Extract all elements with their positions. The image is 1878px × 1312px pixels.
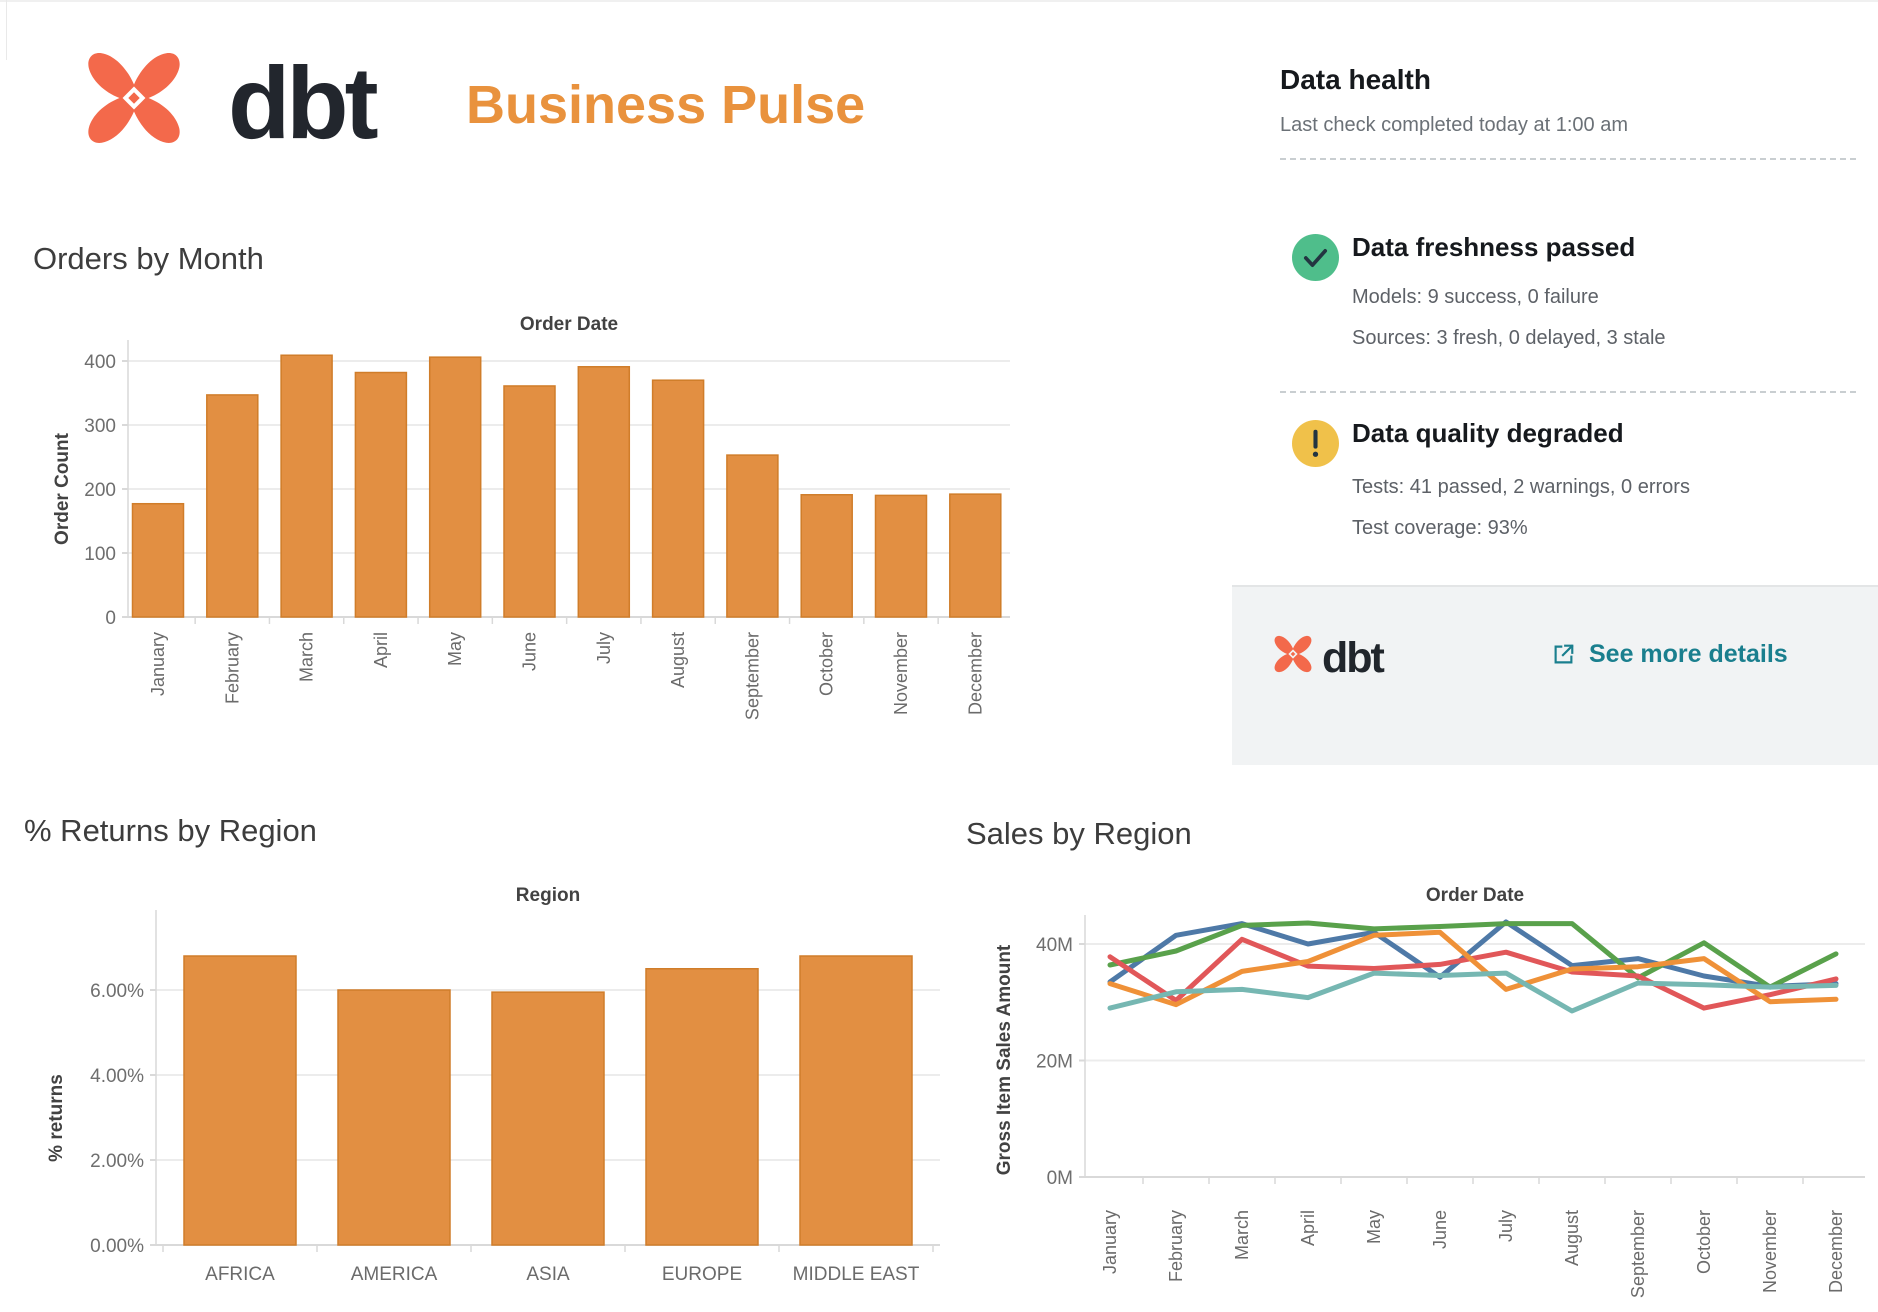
x-tick-label: November: [1760, 1210, 1780, 1293]
quality-heading: Data quality degraded: [1352, 418, 1624, 448]
line-series-green[interactable]: [1107, 920, 1839, 990]
y-tick-label: 20M: [1036, 1052, 1073, 1073]
bar-march[interactable]: [280, 354, 333, 618]
y-tick-label: 0.00%: [90, 1236, 144, 1257]
returns-by-region-chart[interactable]: Region % returns 0.00% 2.00% 4.00% 6.00% AFRIC…: [20, 870, 955, 1312]
x-tick-label: September: [742, 632, 762, 720]
bar-august[interactable]: [651, 379, 705, 618]
x-tick-label: May: [1364, 1210, 1384, 1244]
x-tick-label: April: [1298, 1210, 1318, 1246]
x-tick-label: AFRICA: [205, 1264, 275, 1285]
bar-november[interactable]: [874, 494, 928, 618]
y-tick-label: 300: [84, 416, 116, 437]
freshness-sources-line: Sources: 3 fresh, 0 delayed, 3 stale: [1352, 327, 1666, 349]
x-tick-label: May: [445, 632, 465, 666]
x-tick-label: ASIA: [526, 1264, 570, 1285]
dbt-wordmark: dbt: [228, 46, 379, 160]
window-left-edge: [6, 0, 7, 60]
dbt-footer-logo-icon: [1272, 632, 1314, 676]
axis-title: Order Date: [1426, 885, 1524, 906]
x-tick-label: July: [1496, 1210, 1516, 1242]
bar-september[interactable]: [726, 454, 779, 618]
x-tick-label: February: [1166, 1210, 1186, 1282]
x-tick-label: August: [1562, 1210, 1582, 1266]
x-tick-label: July: [594, 632, 614, 664]
x-tick-label: January: [148, 632, 168, 696]
orders-by-month-chart[interactable]: Order Date Order Count 0 100 200 300 400 Januar…: [30, 240, 1040, 795]
warning-circle-icon: [1292, 420, 1339, 467]
see-more-details-link[interactable]: See more details: [1550, 640, 1788, 669]
sales-by-region-chart[interactable]: Order Date Gross Item Sales Amount 0M 20M 40…: [950, 855, 1878, 1312]
bar-africa[interactable]: [183, 955, 297, 1246]
x-tick-label: EUROPE: [662, 1264, 742, 1285]
y-tick-label: 6.00%: [90, 981, 144, 1002]
bar-december[interactable]: [949, 493, 1002, 618]
bar-july[interactable]: [577, 366, 631, 618]
x-tick-label: March: [1232, 1210, 1252, 1260]
returns-chart-title: % Returns by Region: [24, 813, 317, 848]
axis-title: Order Date: [520, 314, 618, 335]
x-tick-label: February: [222, 632, 242, 704]
bar-asia[interactable]: [491, 991, 605, 1246]
freshness-models-line: Models: 9 success, 0 failure: [1352, 286, 1599, 308]
divider: [1280, 158, 1856, 160]
bar-may[interactable]: [428, 356, 482, 618]
bar-january[interactable]: [131, 502, 185, 618]
x-tick-label: October: [817, 632, 837, 696]
x-tick-label: June: [520, 632, 540, 671]
x-tick-label: AMERICA: [351, 1264, 438, 1285]
x-tick-label: August: [668, 632, 688, 688]
y-tick-label: 40M: [1036, 935, 1073, 956]
page-title: Business Pulse: [466, 75, 866, 135]
y-tick-label: 0M: [1047, 1168, 1073, 1189]
window-top-edge: [0, 0, 1878, 2]
x-tick-label: December: [1826, 1210, 1846, 1293]
y-axis-title: Order Count: [52, 432, 73, 545]
dbt-footer-wordmark: dbt: [1322, 634, 1385, 682]
y-axis-title: Gross Item Sales Amount: [994, 944, 1015, 1175]
x-tick-label: March: [297, 632, 317, 682]
x-tick-label: December: [965, 632, 985, 715]
y-tick-label: 400: [84, 352, 116, 373]
sales-chart-title: Sales by Region: [966, 816, 1192, 851]
freshness-heading: Data freshness passed: [1352, 232, 1636, 262]
bar-america[interactable]: [337, 989, 451, 1246]
y-axis-title: % returns: [46, 1074, 67, 1162]
quality-tests-line: Tests: 41 passed, 2 warnings, 0 errors: [1352, 476, 1690, 498]
bar-february[interactable]: [206, 394, 259, 618]
divider: [1280, 391, 1856, 393]
check-circle-icon: [1292, 234, 1339, 281]
dbt-logo-icon: [76, 46, 192, 150]
see-more-details-label: See more details: [1589, 640, 1788, 668]
x-tick-label: MIDDLE EAST: [793, 1264, 920, 1285]
x-tick-label: November: [891, 632, 911, 715]
orders-chart-title: Orders by Month: [33, 241, 264, 276]
x-tick-label: October: [1694, 1210, 1714, 1274]
line-series-teal[interactable]: [1107, 970, 1839, 1014]
axis-title: Region: [516, 885, 580, 906]
data-health-title: Data health: [1280, 64, 1431, 95]
data-health-last-check: Last check completed today at 1:00 am: [1280, 114, 1628, 136]
bar-april[interactable]: [354, 371, 408, 618]
bar-october[interactable]: [800, 494, 853, 618]
data-health-footer: [1232, 585, 1878, 765]
y-tick-label: 100: [84, 544, 116, 565]
y-tick-label: 4.00%: [90, 1066, 144, 1087]
x-tick-label: April: [371, 632, 391, 668]
y-tick-label: 200: [84, 480, 116, 501]
y-tick-label: 2.00%: [90, 1151, 144, 1172]
x-tick-label: June: [1430, 1210, 1450, 1249]
external-link-icon: [1550, 641, 1577, 668]
x-tick-label: September: [1628, 1210, 1648, 1298]
bar-europe[interactable]: [645, 968, 759, 1246]
quality-coverage-line: Test coverage: 93%: [1352, 517, 1528, 539]
x-tick-label: January: [1100, 1210, 1120, 1274]
y-tick-label: 0: [105, 608, 116, 629]
bar-middle-east[interactable]: [799, 955, 913, 1246]
line-series-orange[interactable]: [1107, 929, 1839, 1008]
bar-june[interactable]: [503, 385, 556, 618]
line-series-blue[interactable]: [1107, 919, 1839, 989]
